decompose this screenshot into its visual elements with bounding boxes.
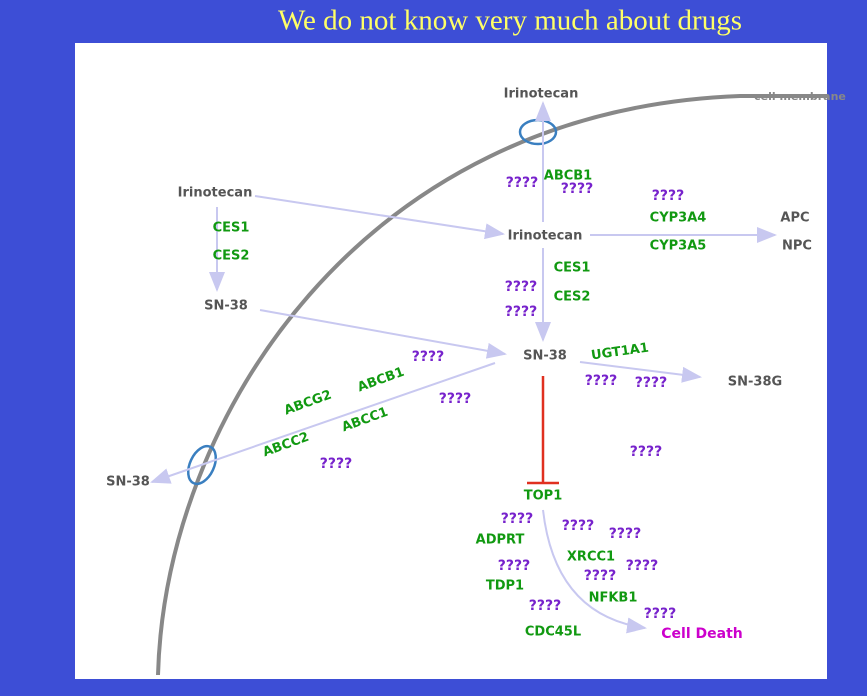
slide-title: We do not know very much about drugs <box>278 5 742 37</box>
unknown: ???? <box>626 558 658 574</box>
compound: Irinotecan <box>178 186 253 201</box>
unknown: ???? <box>506 175 538 191</box>
gene: CES1 <box>554 261 591 276</box>
membrane <box>156 94 828 676</box>
arrow <box>150 362 496 484</box>
compound: Irinotecan <box>504 87 579 102</box>
unknown: ???? <box>561 181 593 197</box>
gene: CES2 <box>554 290 591 305</box>
unknown: ???? <box>412 349 444 365</box>
unknown: ???? <box>635 375 667 391</box>
panel <box>75 43 827 679</box>
unknown: ???? <box>505 304 537 320</box>
arrow <box>259 309 507 359</box>
arrow <box>579 361 702 383</box>
unknown: ???? <box>439 391 471 407</box>
unknown: ???? <box>644 606 676 622</box>
compound: NPC <box>782 239 812 254</box>
unknown: ???? <box>320 456 352 472</box>
unknown: ???? <box>652 188 684 204</box>
unknown: ???? <box>609 526 641 542</box>
unknown: ???? <box>562 518 594 534</box>
transporter <box>186 444 218 486</box>
unknown: ???? <box>584 568 616 584</box>
compound: SN-38 <box>204 299 248 314</box>
arrow <box>254 195 505 240</box>
gene: TOP1 <box>524 489 563 504</box>
gene: CES2 <box>213 249 250 264</box>
gene: CES1 <box>213 221 250 236</box>
membrane-label: cell membrane <box>754 90 846 103</box>
compound: SN-38G <box>728 375 782 390</box>
gene: ABCB1 <box>544 169 592 184</box>
gene: ADPRT <box>476 533 525 548</box>
unknown: ???? <box>585 373 617 389</box>
compound: Irinotecan <box>508 229 583 244</box>
gene: XRCC1 <box>567 550 615 565</box>
compound: SN-38 <box>523 349 567 364</box>
unknown: ???? <box>501 511 533 527</box>
gene: CYP3A4 <box>650 211 707 226</box>
compound: Cell Death <box>661 626 742 642</box>
compound: APC <box>780 211 809 226</box>
gene: NFKB1 <box>589 591 638 606</box>
gene: TDP1 <box>486 579 524 594</box>
unknown: ???? <box>630 444 662 460</box>
gene: CDC45L <box>525 625 581 640</box>
compound: SN-38 <box>106 475 150 490</box>
unknown: ???? <box>498 558 530 574</box>
gene: CYP3A5 <box>650 239 707 254</box>
unknown: ???? <box>505 279 537 295</box>
unknown: ???? <box>529 598 561 614</box>
arrow <box>542 509 647 634</box>
